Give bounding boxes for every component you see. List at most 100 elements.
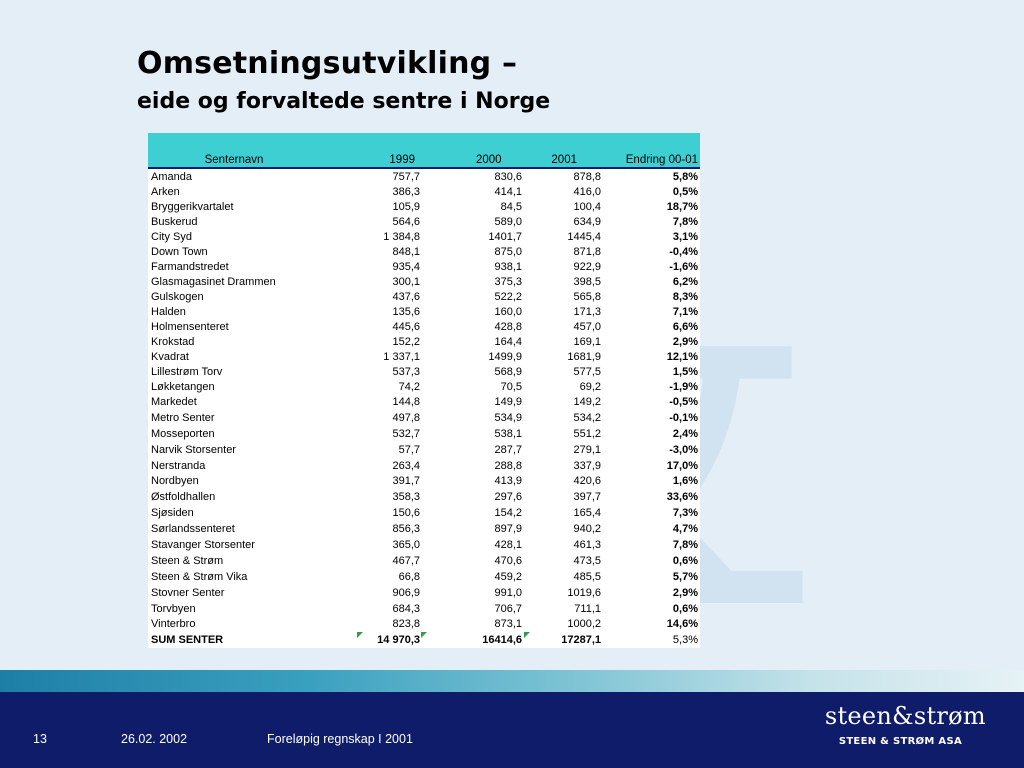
cell-1999: 152,2 — [392, 335, 420, 348]
sum-row: SUM SENTER 14 970,3 16414,6 17287,1 5,3% — [148, 632, 700, 649]
cell-2000: 568,9 — [494, 365, 522, 378]
cell-1999: 848,1 — [392, 245, 420, 258]
footer-bar: 13 26.02. 2002 Foreløpig regnskap I 2001… — [0, 692, 1024, 768]
cell-endring: 8,3% — [672, 290, 698, 303]
cell-2001: 922,9 — [573, 260, 601, 273]
cell-1999: 537,3 — [392, 365, 420, 378]
cell-name: Østfoldhallen — [151, 491, 216, 504]
cell-1999: 365,0 — [392, 538, 420, 551]
cell-2001: 1000,2 — [567, 618, 601, 631]
cell-endring: 6,6% — [672, 320, 698, 333]
revenue-table: Senternavn 1999 2000 2001 Endring 00-01 … — [148, 133, 700, 649]
cell-2000: 1499,9 — [488, 350, 522, 363]
cell-endring: -1,6% — [669, 260, 698, 273]
cell-2001: 473,5 — [573, 554, 601, 567]
cell-endring: -0,1% — [669, 411, 698, 424]
cell-endring: -3,0% — [669, 443, 698, 456]
cell-endring: 7,8% — [672, 538, 698, 551]
cell-2001: 1681,9 — [567, 350, 601, 363]
cell-2001: 1019,6 — [567, 586, 601, 599]
cell-1999: 856,3 — [392, 523, 420, 536]
cell-1999: 906,9 — [392, 586, 420, 599]
table-row: Stavanger Storsenter 365,0 428,1 461,3 7,8% — [148, 537, 700, 553]
cell-name: Gulskogen — [151, 290, 204, 303]
cell-2000: 149,9 — [494, 395, 522, 408]
cell-name: Bryggerikvartalet — [151, 200, 234, 213]
cell-endring: -0,4% — [669, 245, 698, 258]
sum-cell-name: SUM SENTER — [151, 634, 224, 647]
cell-2000: 375,3 — [494, 275, 522, 288]
table-row: Nordbyen 391,7 413,9 420,6 1,6% — [148, 473, 700, 490]
cell-2001: 169,1 — [573, 335, 601, 348]
cell-name: Nordbyen — [151, 475, 199, 488]
cell-endring: 4,7% — [672, 523, 698, 536]
cell-name: Lillestrøm Torv — [151, 365, 223, 378]
cell-2000: 875,0 — [494, 245, 522, 258]
cell-endring: 1,5% — [672, 365, 698, 378]
cell-endring: 3,1% — [672, 230, 698, 243]
cell-2001: 634,9 — [573, 215, 601, 228]
cell-endring: 12,1% — [666, 350, 698, 363]
cell-2001: 534,2 — [573, 411, 601, 424]
table-row: Buskerud 564,6 589,0 634,9 7,8% — [148, 214, 700, 229]
page-number: 13 — [33, 732, 47, 746]
cell-1999: 135,6 — [392, 305, 420, 318]
company-logo-subtitle: STEEN & STRØM ASA — [838, 736, 962, 747]
cell-1999: 144,8 — [392, 395, 420, 408]
table-row: Lillestrøm Torv 537,3 568,9 577,5 1,5% — [148, 364, 700, 379]
table-row: Halden 135,6 160,0 171,3 7,1% — [148, 304, 700, 319]
cell-2001: 416,0 — [573, 185, 601, 198]
cell-endring: 6,2% — [672, 275, 698, 288]
table-row: Gulskogen 437,6 522,2 565,8 8,3% — [148, 289, 700, 304]
table-row: Torvbyen 684,3 706,7 711,1 0,6% — [148, 600, 700, 617]
cell-endring: 18,7% — [666, 200, 698, 213]
sum-value: 17287,1 — [561, 634, 601, 647]
slide-subtitle: eide og forvaltede sentre i Norge — [137, 89, 551, 114]
cell-1999: 757,7 — [392, 170, 420, 183]
cell-2000: 428,8 — [494, 320, 522, 333]
cell-2000: 589,0 — [494, 215, 522, 228]
cell-1999: 263,4 — [392, 459, 420, 472]
comment-marker-icon — [357, 632, 363, 639]
cell-1999: 391,7 — [392, 475, 420, 488]
cell-name: Mosseporten — [151, 427, 215, 440]
company-logo: steen&strøm — [824, 702, 986, 730]
header-senternavn: Senternavn — [148, 133, 357, 169]
cell-name: Narvik Storsenter — [151, 443, 236, 456]
cell-name: Stavanger Storsenter — [151, 538, 255, 551]
cell-2001: 551,2 — [573, 427, 601, 440]
cell-endring: 0,5% — [672, 185, 698, 198]
cell-endring: -0,5% — [669, 395, 698, 408]
cell-endring: 7,8% — [672, 215, 698, 228]
table-row: Steen & Strøm Vika 66,8 459,2 485,5 5,7% — [148, 568, 700, 585]
cell-1999: 150,6 — [392, 507, 420, 520]
table-row: Farmandstredet 935,4 938,1 922,9 -1,6% — [148, 259, 700, 274]
cell-1999: 935,4 — [392, 260, 420, 273]
cell-2001: 1445,4 — [567, 230, 601, 243]
cell-2001: 69,2 — [579, 380, 601, 393]
cell-1999: 532,7 — [392, 427, 420, 440]
sum-value: 14 970,3 — [377, 634, 420, 647]
cell-2001: 461,3 — [573, 538, 601, 551]
table-row: Mosseporten 532,7 538,1 551,2 2,4% — [148, 425, 700, 442]
table-header-row: Senternavn 1999 2000 2001 Endring 00-01 — [148, 133, 700, 169]
table-row: Amanda 757,7 830,6 878,8 5,8% — [148, 168, 700, 184]
cell-name: Buskerud — [151, 215, 198, 228]
cell-endring: 0,6% — [672, 602, 698, 615]
cell-2001: 577,5 — [573, 365, 601, 378]
footer-text: Foreløpig regnskap I 2001 — [267, 732, 413, 746]
cell-endring: 33,6% — [666, 491, 698, 504]
table-row: Glasmagasinet Drammen 300,1 375,3 398,5 6,2% — [148, 274, 700, 289]
cell-1999: 300,1 — [392, 275, 420, 288]
table-row: Løkketangen 74,2 70,5 69,2 -1,9% — [148, 379, 700, 394]
header-1999: 1999 — [357, 133, 421, 169]
cell-name: Halden — [151, 305, 186, 318]
cell-1999: 564,6 — [392, 215, 420, 228]
cell-2001: 711,1 — [574, 602, 601, 615]
cell-2001: 878,8 — [573, 170, 601, 183]
cell-2000: 414,1 — [494, 185, 522, 198]
cell-2000: 534,9 — [494, 411, 522, 424]
cell-2001: 171,3 — [573, 305, 601, 318]
table-row: City Syd 1 384,8 1401,7 1445,4 3,1% — [148, 229, 700, 244]
table-row: Markedet 144,8 149,9 149,2 -0,5% — [148, 394, 700, 410]
